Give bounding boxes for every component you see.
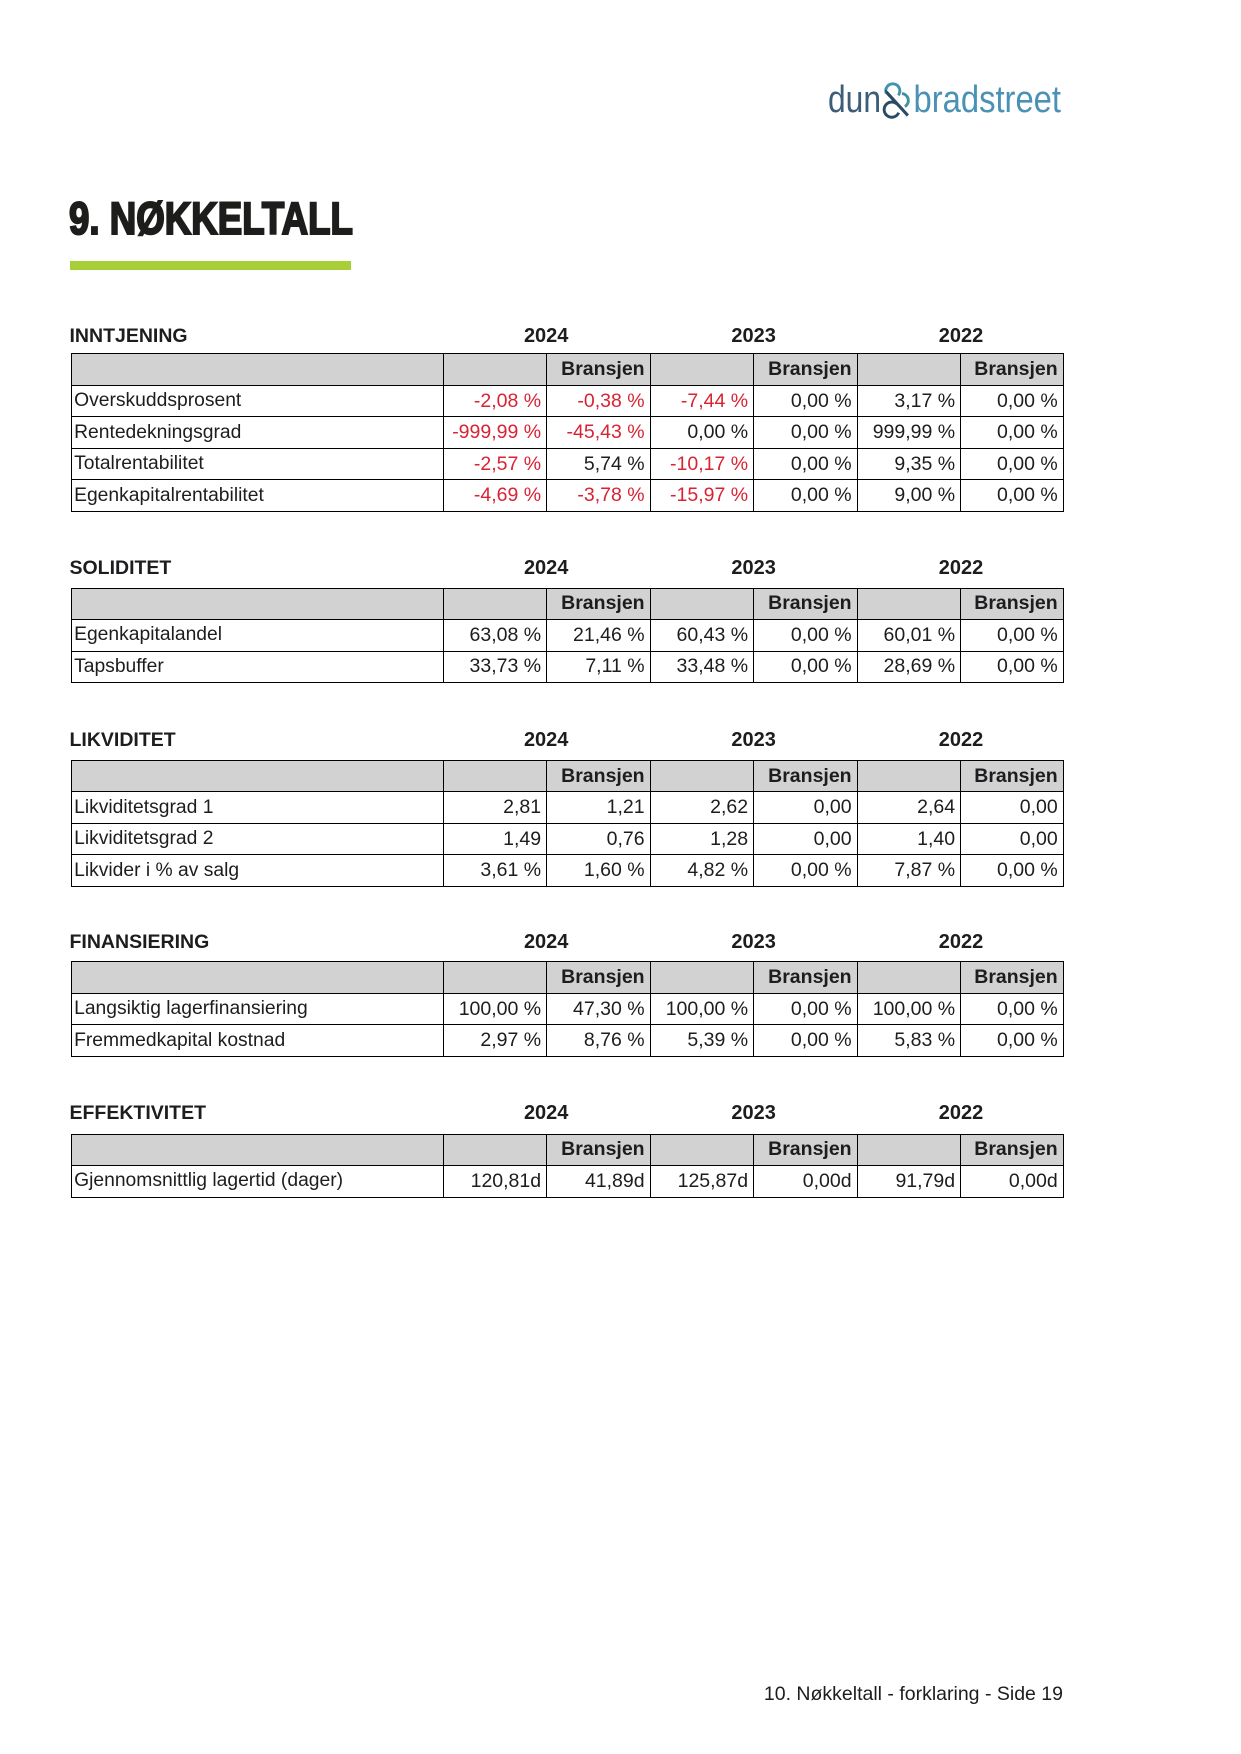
svg-text:dun: dun <box>828 79 881 121</box>
svg-text:bradstreet: bradstreet <box>914 79 1062 121</box>
